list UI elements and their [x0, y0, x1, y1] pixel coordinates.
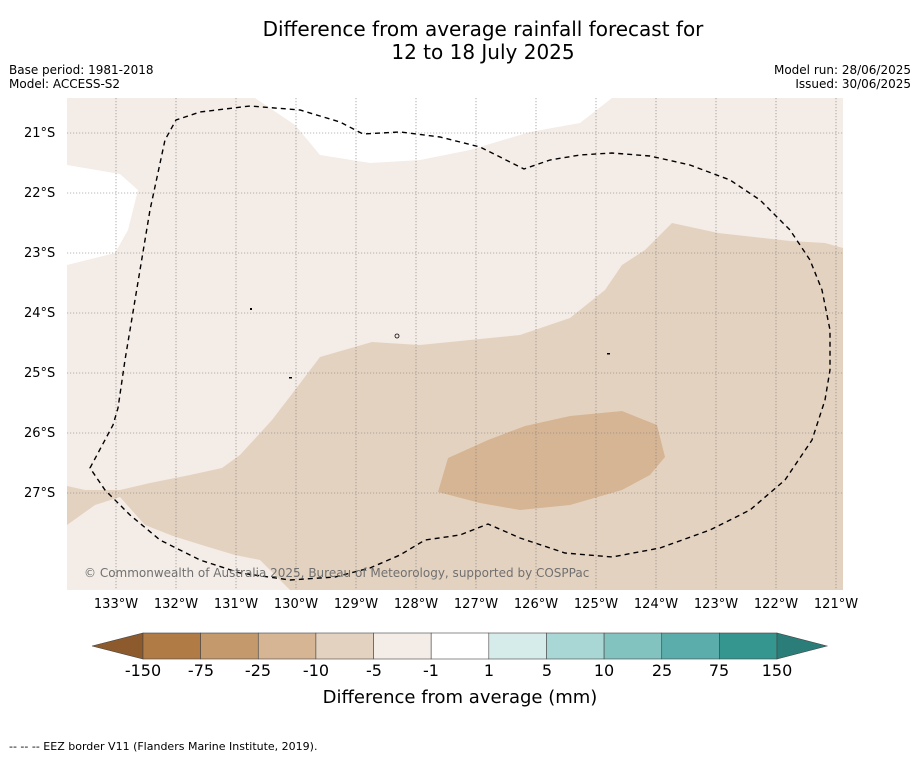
issued-text: Issued: 30/06/2025 — [795, 77, 911, 91]
map-panel — [67, 98, 843, 590]
latitude-label: 27°S — [24, 486, 56, 501]
longitude-label: 128°W — [393, 597, 439, 612]
colorbar-cells — [142, 632, 778, 660]
model-text: Model: ACCESS-S2 — [9, 77, 121, 91]
longitude-label: 124°W — [633, 597, 679, 612]
colorbar-cell — [603, 632, 663, 660]
colorbar-tick-label: -5 — [366, 661, 382, 680]
longitude-label: 133°W — [93, 597, 139, 612]
latitude-label: 26°S — [24, 426, 56, 441]
meta-left: Base period: 1981-2018 Model: ACCESS-S2 — [9, 63, 154, 91]
latitude-label: 22°S — [24, 186, 56, 201]
colorbar-tick-label: 75 — [708, 661, 730, 680]
colorbar-tick-label: 1 — [483, 661, 495, 680]
colorbar-cell — [719, 632, 778, 660]
longitude-label: 122°W — [753, 597, 799, 612]
map-title-line2: 12 to 18 July 2025 — [391, 40, 575, 64]
longitude-label: 126°W — [513, 597, 559, 612]
colorbar-cell — [142, 632, 201, 660]
colorbar-cell — [488, 632, 547, 660]
colorbar-cell — [315, 632, 374, 660]
meta-right: Model run: 28/06/2025 Issued: 30/06/2025 — [774, 63, 911, 91]
base-period-text: Base period: 1981-2018 — [9, 63, 154, 77]
island-speck — [289, 377, 292, 379]
longitude-label: 132°W — [153, 597, 199, 612]
colorbar-tick-label: -75 — [187, 661, 215, 680]
colorbar-tick-label: -10 — [302, 661, 330, 680]
longitude-label: 129°W — [333, 597, 379, 612]
latitude-label: 24°S — [24, 306, 56, 321]
model-run-text: Model run: 28/06/2025 — [773, 63, 911, 77]
colorbar-tick-label: 150 — [761, 661, 793, 680]
colorbar — [91, 632, 829, 660]
map-title-line1: Difference from average rainfall forecas… — [262, 17, 704, 41]
colorbar-cell — [373, 632, 432, 660]
map-title: Difference from average rainfall forecas… — [0, 18, 919, 64]
longitude-label: 121°W — [813, 597, 859, 612]
colorbar-low-arrow — [91, 632, 144, 660]
colorbar-cell — [257, 632, 317, 660]
colorbar-cell — [661, 632, 720, 660]
longitude-label: 130°W — [273, 597, 319, 612]
colorbar-tick-label: 10 — [593, 661, 615, 680]
colorbar-tick-label: -150 — [124, 661, 162, 680]
colorbar-tick-label: -1 — [423, 661, 439, 680]
rain-deficit-dark-region — [438, 411, 665, 510]
latitude-label: 23°S — [24, 246, 56, 261]
island-speck — [250, 308, 252, 310]
colorbar-high-arrow — [776, 632, 829, 660]
copyright-credit: © Commonwealth of Australia 2025, Bureau… — [84, 566, 590, 580]
colorbar-cell — [546, 632, 605, 660]
latitude-label: 25°S — [24, 366, 56, 381]
colorbar-cell — [430, 632, 490, 660]
colorbar-tick-label: 25 — [651, 661, 673, 680]
gridlines — [67, 98, 843, 590]
longitude-label: 123°W — [693, 597, 739, 612]
colorbar-tick-label: 5 — [541, 661, 553, 680]
eez-legend-footer: -- -- -- EEZ border V11 (Flanders Marine… — [9, 740, 318, 753]
colorbar-title: Difference from average (mm) — [322, 687, 598, 708]
longitude-label: 127°W — [453, 597, 499, 612]
island-speck — [394, 333, 400, 339]
colorbar-cell — [200, 632, 259, 660]
longitude-label: 125°W — [573, 597, 619, 612]
latitude-label: 21°S — [24, 126, 56, 141]
colorbar-tick-label: -25 — [244, 661, 272, 680]
island-speck — [607, 353, 610, 355]
rain-deficit-medium-region — [67, 223, 843, 590]
longitude-label: 131°W — [213, 597, 259, 612]
